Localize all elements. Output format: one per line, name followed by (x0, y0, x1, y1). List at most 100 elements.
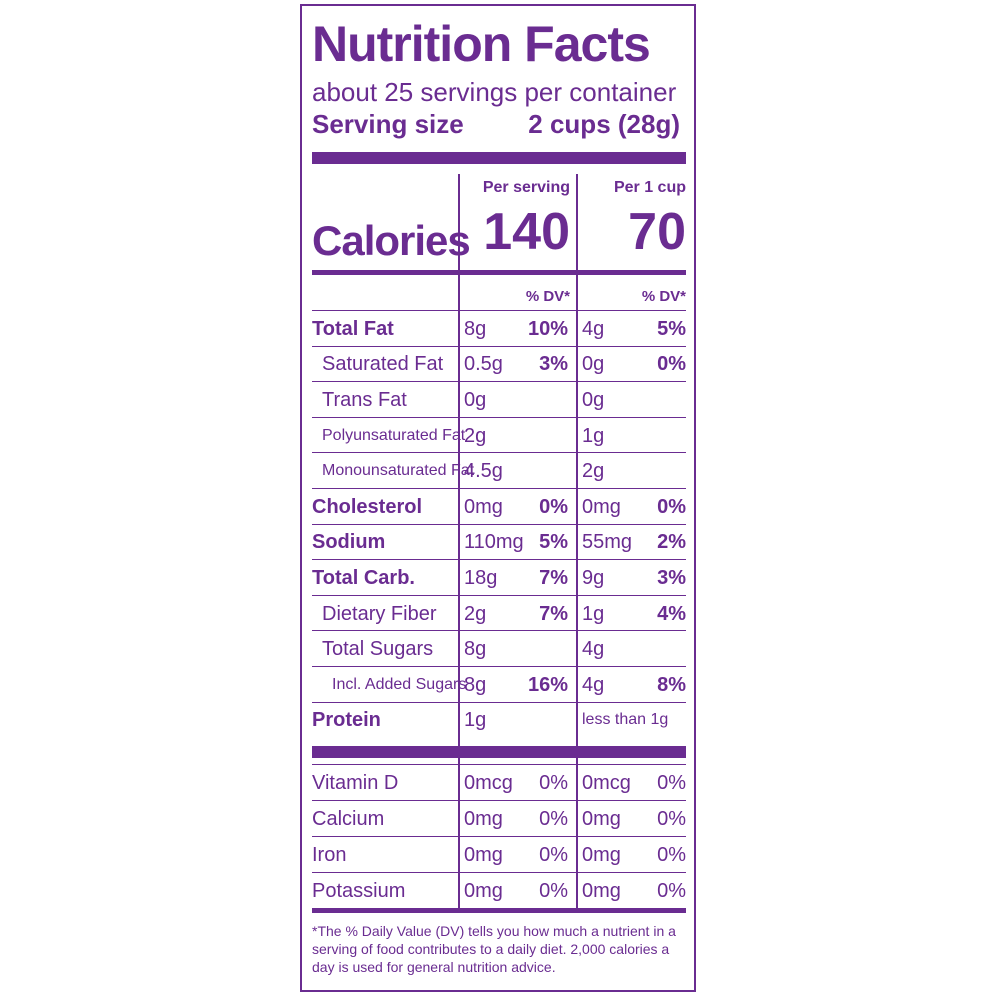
row-divider (312, 701, 686, 703)
dv-per-cup: 5% (657, 317, 686, 340)
nutrient-label: Potassium (312, 880, 406, 902)
thick-divider-top (312, 152, 686, 164)
row-divider (312, 488, 686, 489)
amount-per-serving: 0.5g (464, 353, 503, 376)
dv-per-serving: 3% (539, 353, 568, 376)
dv-per-cup: 0% (657, 880, 686, 902)
nutrient-label: Incl. Added Sugars (332, 675, 467, 693)
row-divider (312, 345, 686, 347)
amount-per-cup: less than 1g (582, 711, 669, 729)
column-divider-2 (576, 174, 578, 910)
amount-per-cup: 4g (582, 638, 605, 661)
footnote: *The % Daily Value (DV) tells you how mu… (312, 923, 676, 975)
serving-size-label: Serving size (312, 109, 464, 139)
nutrient-label: Total Sugars (322, 638, 434, 661)
row-divider (312, 452, 686, 454)
dv-per-serving: 0% (539, 808, 568, 830)
serving-size-value: 2 cups (28g) (528, 109, 680, 139)
dv-per-cup: 2% (657, 531, 686, 554)
amount-per-serving: 0mg (464, 844, 503, 866)
dv-per-cup: 4% (657, 602, 686, 625)
nutrient-label: Trans Fat (322, 389, 407, 411)
nutrient-label: Total Fat (312, 317, 394, 340)
nutrient-label: Saturated Fat (322, 353, 444, 376)
footnote-divider (312, 908, 686, 913)
nutrient-label: Calcium (312, 808, 385, 830)
row-divider (312, 310, 686, 311)
nutrient-label: Monounsaturated Fat (322, 462, 475, 480)
col-header-per-cup: Per 1 cup (613, 179, 686, 196)
row-divider (312, 764, 686, 765)
dv-per-cup: 8% (657, 673, 686, 696)
nutrient-label: Total Carb. (312, 567, 415, 589)
nutrient-label: Dietary Fiber (322, 602, 437, 625)
dv-per-cup: 3% (657, 567, 686, 589)
amount-per-cup: 4g (582, 673, 605, 696)
amount-per-serving: 0mcg (464, 772, 513, 794)
row-divider (312, 872, 686, 873)
amount-per-serving: 4.5g (464, 460, 503, 483)
nutrient-label: Protein (312, 709, 381, 732)
amount-per-serving: 2g (464, 424, 487, 447)
dv-per-cup: 0% (657, 808, 686, 830)
row-divider (312, 381, 686, 383)
amount-per-serving: 8g (464, 317, 487, 340)
dv-per-cup: 0% (657, 495, 686, 518)
column-divider-1 (458, 174, 460, 910)
amount-per-cup: 0mg (582, 808, 621, 830)
amount-per-cup: 0mg (582, 495, 621, 518)
dv-per-serving: 7% (539, 567, 568, 589)
amount-per-serving: 2g (464, 602, 487, 625)
amount-per-serving: 8g (464, 638, 487, 661)
dv-per-serving: 0% (539, 495, 568, 518)
amount-per-serving: 8g (464, 673, 487, 696)
amount-per-serving: 1g (464, 709, 487, 732)
calories-per-cup: 70 (628, 203, 686, 261)
nutrient-label: Iron (312, 844, 347, 866)
nutrient-label: Polyunsaturated Fat (322, 426, 466, 444)
amount-per-cup: 0g (582, 389, 605, 411)
label-title: Nutrition Facts (312, 16, 651, 72)
nutrient-label: Vitamin D (312, 772, 399, 794)
amount-per-serving: 0mg (464, 495, 503, 518)
amount-per-cup: 55mg (582, 531, 633, 554)
amount-per-cup: 1g (582, 602, 605, 625)
nutrient-label: Cholesterol (312, 495, 423, 518)
dv-per-cup: 0% (657, 844, 686, 866)
amount-per-cup: 1g (582, 424, 605, 447)
dv-per-serving: 16% (527, 673, 568, 696)
row-divider (312, 523, 686, 525)
nutrient-label: Sodium (312, 531, 386, 554)
row-divider (312, 594, 686, 596)
amount-per-serving: 18g (464, 567, 498, 589)
calories-label: Calories (312, 217, 471, 264)
row-divider (312, 416, 686, 418)
amount-per-cup: 4g (582, 317, 605, 340)
dv-per-serving: 0% (539, 772, 568, 794)
row-divider (312, 800, 686, 801)
amount-per-cup: 9g (582, 567, 605, 589)
col-header-per-serving: Per serving (482, 179, 570, 196)
dv-per-serving: 0% (539, 880, 568, 902)
nutrition-facts-panel: Nutrition Facts about 25 servings per co… (300, 4, 696, 992)
dv-per-cup: 0% (657, 772, 686, 794)
amount-per-serving: 0mg (464, 880, 503, 902)
calories-divider (312, 270, 686, 275)
amount-per-serving: 110mg (464, 531, 524, 554)
row-divider (312, 630, 686, 632)
dv-per-serving: 7% (539, 602, 568, 625)
row-divider (312, 836, 686, 837)
dv-per-serving: 0% (539, 844, 568, 866)
servings-per-container: about 25 servings per container (312, 77, 677, 107)
dv-header-per-cup: % DV* (641, 288, 686, 305)
row-divider (312, 666, 686, 667)
amount-per-cup: 0mg (582, 844, 621, 866)
dv-per-serving: 10% (527, 317, 568, 340)
amount-per-serving: 0mg (464, 808, 503, 830)
amount-per-cup: 0mcg (582, 772, 631, 794)
amount-per-cup: 0g (582, 353, 605, 376)
calories-per-serving: 140 (483, 203, 570, 261)
row-divider (312, 559, 686, 561)
thick-divider-vitamins (312, 746, 686, 758)
amount-per-serving: 0g (464, 389, 487, 411)
